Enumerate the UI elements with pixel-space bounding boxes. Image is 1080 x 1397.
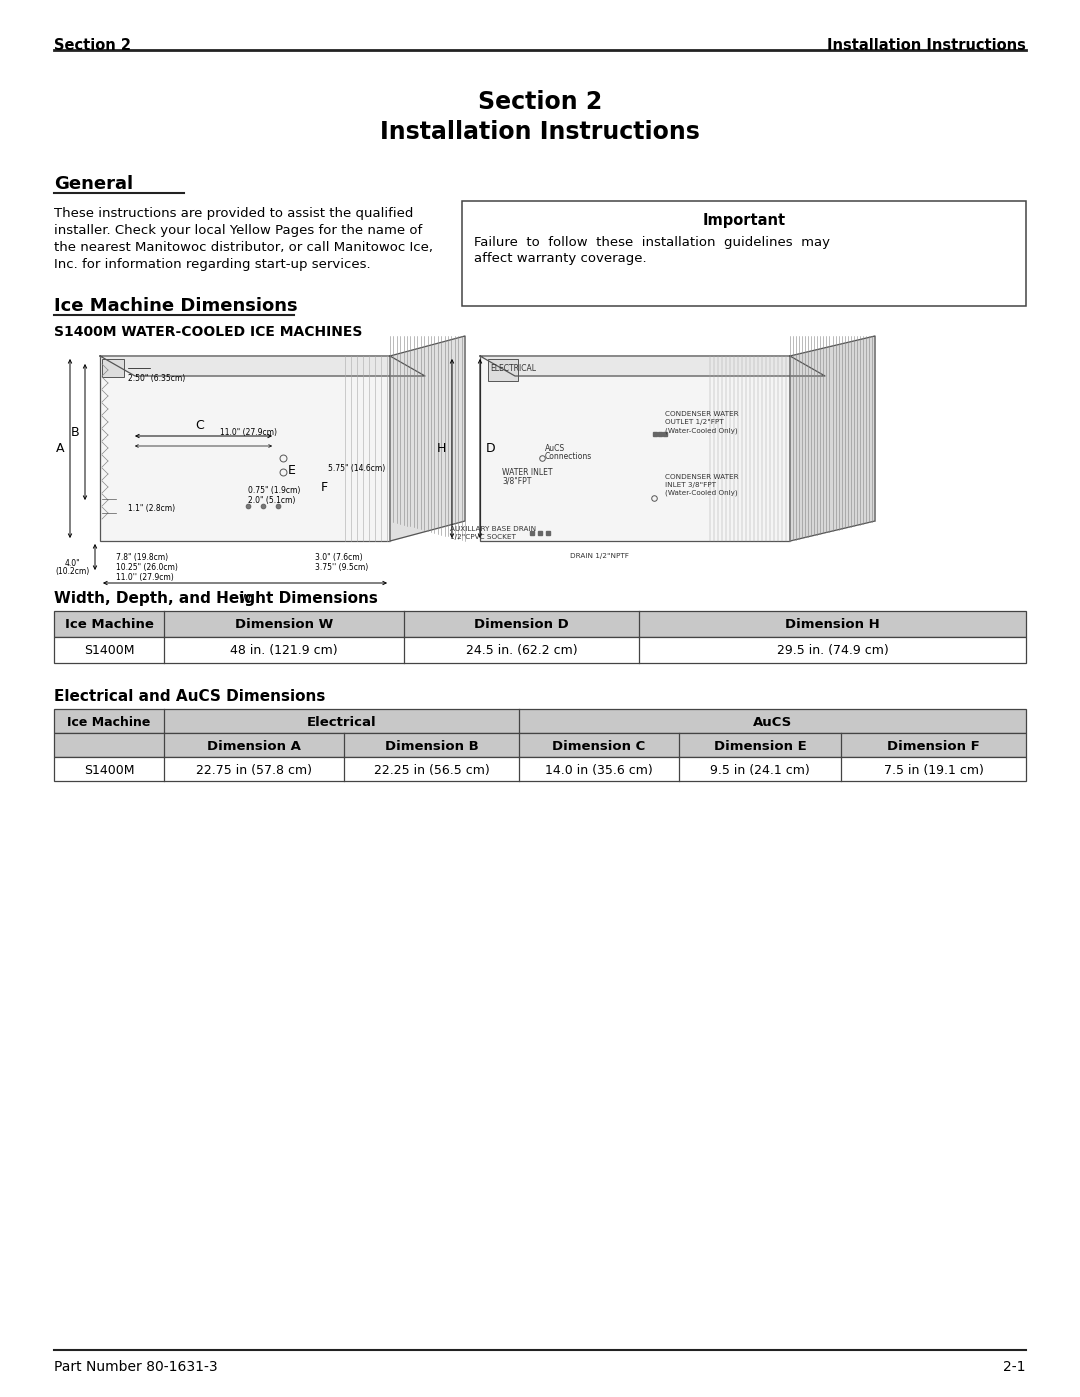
Polygon shape xyxy=(480,356,825,376)
Text: 11.0'' (27.9cm): 11.0'' (27.9cm) xyxy=(116,573,174,583)
Text: F: F xyxy=(321,481,328,495)
Text: Dimension W: Dimension W xyxy=(234,617,333,631)
Text: These instructions are provided to assist the qualified: These instructions are provided to assis… xyxy=(54,207,414,219)
Text: CONDENSER WATER: CONDENSER WATER xyxy=(665,411,739,416)
Text: Dimension D: Dimension D xyxy=(474,617,569,631)
Text: AuCS: AuCS xyxy=(545,444,565,453)
Bar xyxy=(462,201,1026,306)
Text: Width, Depth, and Height Dimensions: Width, Depth, and Height Dimensions xyxy=(54,591,378,606)
Bar xyxy=(100,356,390,541)
Text: INLET 3/8"FPT: INLET 3/8"FPT xyxy=(665,482,716,488)
Bar xyxy=(54,637,1026,664)
Text: 10.25" (26.0cm): 10.25" (26.0cm) xyxy=(116,563,178,571)
Text: OUTLET 1/2"FPT: OUTLET 1/2"FPT xyxy=(665,419,724,425)
Text: Dimension A: Dimension A xyxy=(207,740,301,753)
Text: Dimension C: Dimension C xyxy=(552,740,646,753)
Text: installer. Check your local Yellow Pages for the name of: installer. Check your local Yellow Pages… xyxy=(54,224,422,237)
Text: Dimension E: Dimension E xyxy=(714,740,807,753)
Text: (10.2cm): (10.2cm) xyxy=(55,567,90,576)
Text: 7.8" (19.8cm): 7.8" (19.8cm) xyxy=(116,553,168,562)
Text: 4.0": 4.0" xyxy=(64,559,80,569)
Bar xyxy=(54,757,1026,781)
Bar xyxy=(488,359,518,381)
Polygon shape xyxy=(789,337,875,541)
Text: S1400M: S1400M xyxy=(84,764,134,777)
Text: Dimension B: Dimension B xyxy=(384,740,478,753)
Text: ELECTRICAL: ELECTRICAL xyxy=(490,365,536,373)
Text: the nearest Manitowoc distributor, or call Manitowoc Ice,: the nearest Manitowoc distributor, or ca… xyxy=(54,242,433,254)
Text: 3.75'' (9.5cm): 3.75'' (9.5cm) xyxy=(315,563,368,571)
Text: 24.5 in. (62.2 cm): 24.5 in. (62.2 cm) xyxy=(465,644,578,657)
Text: Section 2: Section 2 xyxy=(54,38,131,53)
Text: 3.0" (7.6cm): 3.0" (7.6cm) xyxy=(315,553,363,562)
Text: S1400M: S1400M xyxy=(84,644,134,657)
Text: 22.75 in (57.8 cm): 22.75 in (57.8 cm) xyxy=(195,764,312,777)
Text: Electrical and AuCS Dimensions: Electrical and AuCS Dimensions xyxy=(54,689,325,704)
Text: 9.5 in (24.1 cm): 9.5 in (24.1 cm) xyxy=(711,764,810,777)
Polygon shape xyxy=(390,337,465,541)
Text: S1400M WATER-COOLED ICE MACHINES: S1400M WATER-COOLED ICE MACHINES xyxy=(54,326,363,339)
Text: AUXILLARY BASE DRAIN: AUXILLARY BASE DRAIN xyxy=(450,527,536,532)
Text: 2-1: 2-1 xyxy=(1003,1361,1026,1375)
Bar xyxy=(480,356,789,541)
Text: General: General xyxy=(54,175,133,193)
Text: 2.0" (5.1cm): 2.0" (5.1cm) xyxy=(248,496,295,504)
Text: DRAIN 1/2"NPTF: DRAIN 1/2"NPTF xyxy=(570,553,629,559)
Text: Dimension F: Dimension F xyxy=(887,740,980,753)
Text: Installation Instructions: Installation Instructions xyxy=(380,120,700,144)
Text: CONDENSER WATER: CONDENSER WATER xyxy=(665,474,739,481)
Text: 48 in. (121.9 cm): 48 in. (121.9 cm) xyxy=(230,644,338,657)
Bar xyxy=(54,610,1026,637)
Text: 14.0 in (35.6 cm): 14.0 in (35.6 cm) xyxy=(545,764,653,777)
Text: W: W xyxy=(239,592,252,606)
Bar xyxy=(54,733,1026,757)
Text: 5.75" (14.6cm): 5.75" (14.6cm) xyxy=(328,464,386,474)
Text: E: E xyxy=(288,464,296,476)
Text: 3/8"FPT: 3/8"FPT xyxy=(502,476,531,485)
Bar xyxy=(102,359,124,377)
Text: 7.5 in (19.1 cm): 7.5 in (19.1 cm) xyxy=(883,764,984,777)
Text: WATER INLET: WATER INLET xyxy=(502,468,553,476)
Text: Section 2: Section 2 xyxy=(477,89,603,115)
Text: 29.5 in. (74.9 cm): 29.5 in. (74.9 cm) xyxy=(777,644,889,657)
Text: Connections: Connections xyxy=(545,453,592,461)
Text: B: B xyxy=(70,426,79,439)
Text: 2.50" (6.35cm): 2.50" (6.35cm) xyxy=(129,374,186,383)
Text: Failure  to  follow  these  installation  guidelines  may: Failure to follow these installation gui… xyxy=(474,236,831,249)
Text: AuCS: AuCS xyxy=(753,717,792,729)
Text: C: C xyxy=(195,419,204,432)
Text: Part Number 80-1631-3: Part Number 80-1631-3 xyxy=(54,1361,218,1375)
Text: 1.1" (2.8cm): 1.1" (2.8cm) xyxy=(129,504,175,513)
Text: affect warranty coverage.: affect warranty coverage. xyxy=(474,251,647,265)
Text: 0.75" (1.9cm): 0.75" (1.9cm) xyxy=(248,486,300,495)
Text: Important: Important xyxy=(702,212,785,228)
Text: Ice Machine Dimensions: Ice Machine Dimensions xyxy=(54,298,298,314)
Text: 22.25 in (56.5 cm): 22.25 in (56.5 cm) xyxy=(374,764,489,777)
Polygon shape xyxy=(100,356,426,376)
Text: 11.0" (27.9cm): 11.0" (27.9cm) xyxy=(220,427,276,437)
Text: Electrical: Electrical xyxy=(307,717,376,729)
Text: Dimension H: Dimension H xyxy=(785,617,880,631)
Text: 1/2"CPVC SOCKET: 1/2"CPVC SOCKET xyxy=(450,534,516,541)
Text: Ice Machine: Ice Machine xyxy=(65,617,153,631)
Bar xyxy=(54,710,1026,733)
Text: A: A xyxy=(55,441,64,455)
Text: (Water-Cooled Only): (Water-Cooled Only) xyxy=(665,490,738,496)
Text: H: H xyxy=(436,441,446,455)
Text: (Water-Cooled Only): (Water-Cooled Only) xyxy=(665,427,738,433)
Text: D: D xyxy=(486,441,496,455)
Text: Inc. for information regarding start-up services.: Inc. for information regarding start-up … xyxy=(54,258,370,271)
Text: Installation Instructions: Installation Instructions xyxy=(827,38,1026,53)
Text: Ice Machine: Ice Machine xyxy=(67,717,151,729)
